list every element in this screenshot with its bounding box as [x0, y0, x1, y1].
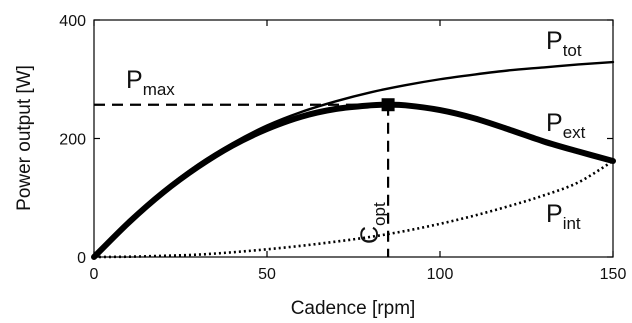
y-tick-label: 0 [77, 250, 86, 267]
annotations [94, 98, 395, 257]
x-tick-label: 0 [90, 266, 99, 283]
p-tot-label: Ptot [546, 27, 582, 60]
y-tick-label: 200 [59, 132, 86, 149]
p-int-line [93, 159, 614, 259]
x-tick-label: 50 [258, 266, 276, 283]
optimum-marker [381, 98, 395, 112]
x-tick-label: 150 [600, 266, 627, 283]
p-max-label: Pmax [126, 66, 175, 99]
axis-ticks: 0 50 100 150 0 200 400 [59, 13, 626, 283]
c-opt-label: Copt [356, 202, 389, 244]
x-axis-title: Cadence [rpm] [291, 298, 416, 319]
p-ext-label: Pext [546, 109, 586, 142]
y-tick-label: 400 [59, 13, 86, 30]
p-ext-line [91, 101, 616, 260]
x-tick-label: 100 [427, 266, 454, 283]
p-int-label: Pint [546, 200, 581, 233]
y-axis-title: Power output [W] [14, 65, 35, 211]
